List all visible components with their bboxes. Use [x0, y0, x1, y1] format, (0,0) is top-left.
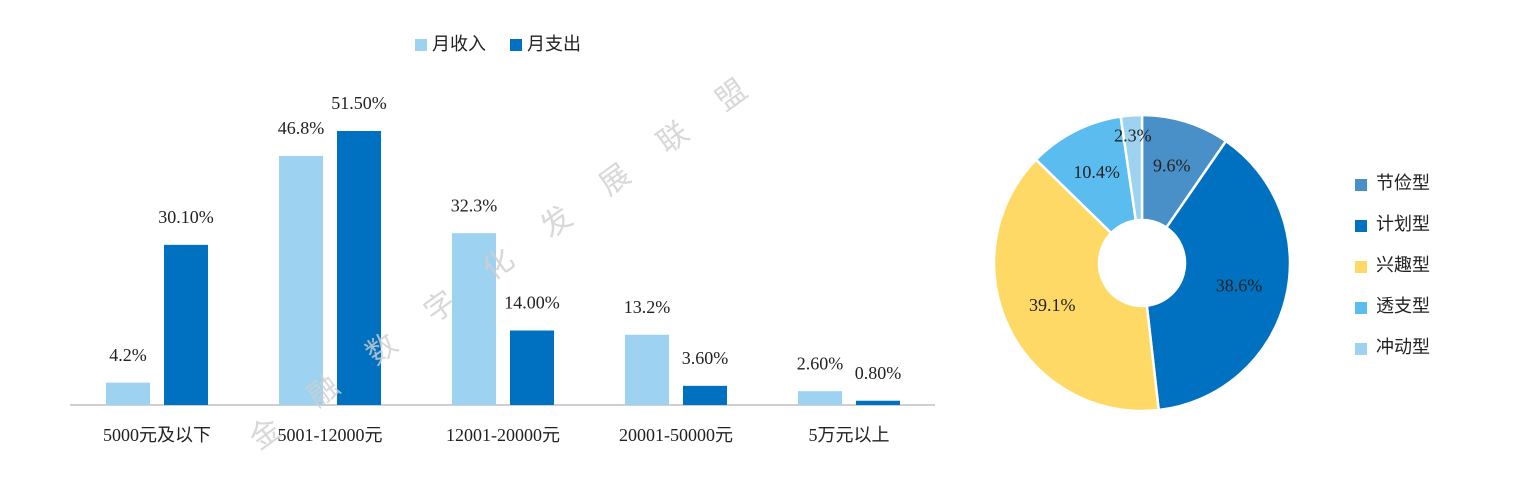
bar [798, 391, 842, 405]
value-label: 3.60% [682, 348, 729, 368]
bar [337, 131, 381, 405]
legend-swatch [1355, 343, 1367, 355]
legend-swatch [1355, 220, 1367, 232]
value-label: 10.4% [1073, 162, 1120, 182]
bar [856, 400, 900, 405]
value-label: 14.00% [504, 293, 560, 313]
pie-slice [1119, 113, 1144, 222]
x-tick-label: 12001-20000元 [446, 425, 560, 445]
x-tick-label: 5000元及以下 [103, 425, 211, 445]
value-label: 2.3% [1114, 125, 1152, 145]
x-tick-label: 20001-50000元 [619, 425, 733, 445]
legend-label: 月支出 [527, 34, 581, 54]
pie-slice [992, 157, 1161, 413]
legend-label: 透支型 [1376, 296, 1430, 316]
value-label: 51.50% [331, 93, 387, 113]
value-label: 32.3% [451, 195, 498, 215]
bar [625, 334, 669, 405]
legend-swatch [1355, 261, 1367, 273]
value-label: 30.10% [158, 207, 214, 227]
bar [279, 156, 323, 405]
value-label: 39.1% [1029, 295, 1076, 315]
bar [510, 330, 554, 405]
value-label: 4.2% [109, 345, 147, 365]
value-label: 38.6% [1216, 275, 1263, 295]
value-label: 2.60% [797, 353, 844, 373]
x-tick-label: 5万元以上 [809, 425, 890, 445]
legend-swatch [1355, 179, 1367, 191]
legend-label: 冲动型 [1376, 337, 1430, 357]
legend-label: 计划型 [1376, 214, 1430, 234]
legend-label: 月收入 [432, 34, 486, 54]
legend-swatch [1355, 302, 1367, 314]
value-label: 13.2% [624, 297, 671, 317]
bar [683, 385, 727, 405]
value-label: 0.80% [855, 363, 902, 383]
bar [452, 233, 496, 405]
value-label: 46.8% [278, 118, 325, 138]
bar [164, 244, 208, 405]
legend-swatch [510, 39, 522, 51]
legend-swatch [415, 39, 427, 51]
legend-label: 节俭型 [1376, 173, 1430, 193]
legend-label: 兴趣型 [1376, 255, 1430, 275]
value-label: 9.6% [1153, 156, 1191, 176]
x-tick-label: 5001-12000元 [278, 425, 383, 445]
pie-slice [1145, 139, 1292, 412]
bar [106, 382, 150, 405]
